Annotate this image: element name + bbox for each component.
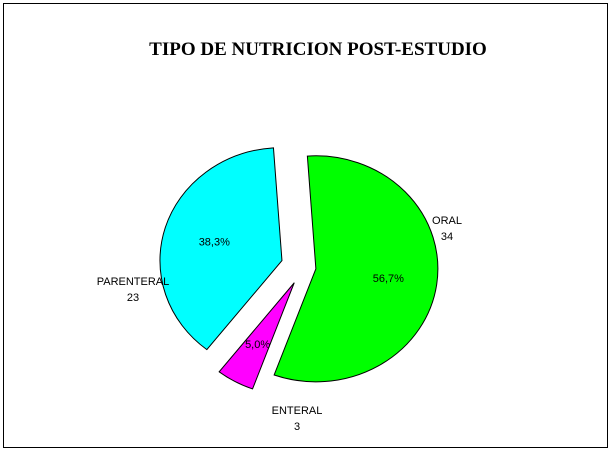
percent-label-oral: 56,7%	[373, 273, 404, 285]
category-label-oral: ORAL	[432, 215, 462, 227]
category-label-parenteral: PARENTERAL	[97, 276, 170, 288]
percent-label-enteral: 5,0%	[245, 339, 270, 351]
percent-label-parenteral: 38,3%	[199, 236, 230, 248]
pie-slice-parenteral	[159, 147, 283, 351]
pie-slice-enteral	[218, 282, 295, 390]
value-label-enteral: 3	[294, 421, 300, 433]
pie-slice-oral	[273, 155, 439, 383]
value-label-oral: 34	[441, 231, 453, 243]
category-label-enteral: ENTERAL	[272, 405, 323, 417]
chart-title: TIPO DE NUTRICION POST-ESTUDIO	[149, 39, 487, 60]
value-label-parenteral: 23	[127, 292, 139, 304]
